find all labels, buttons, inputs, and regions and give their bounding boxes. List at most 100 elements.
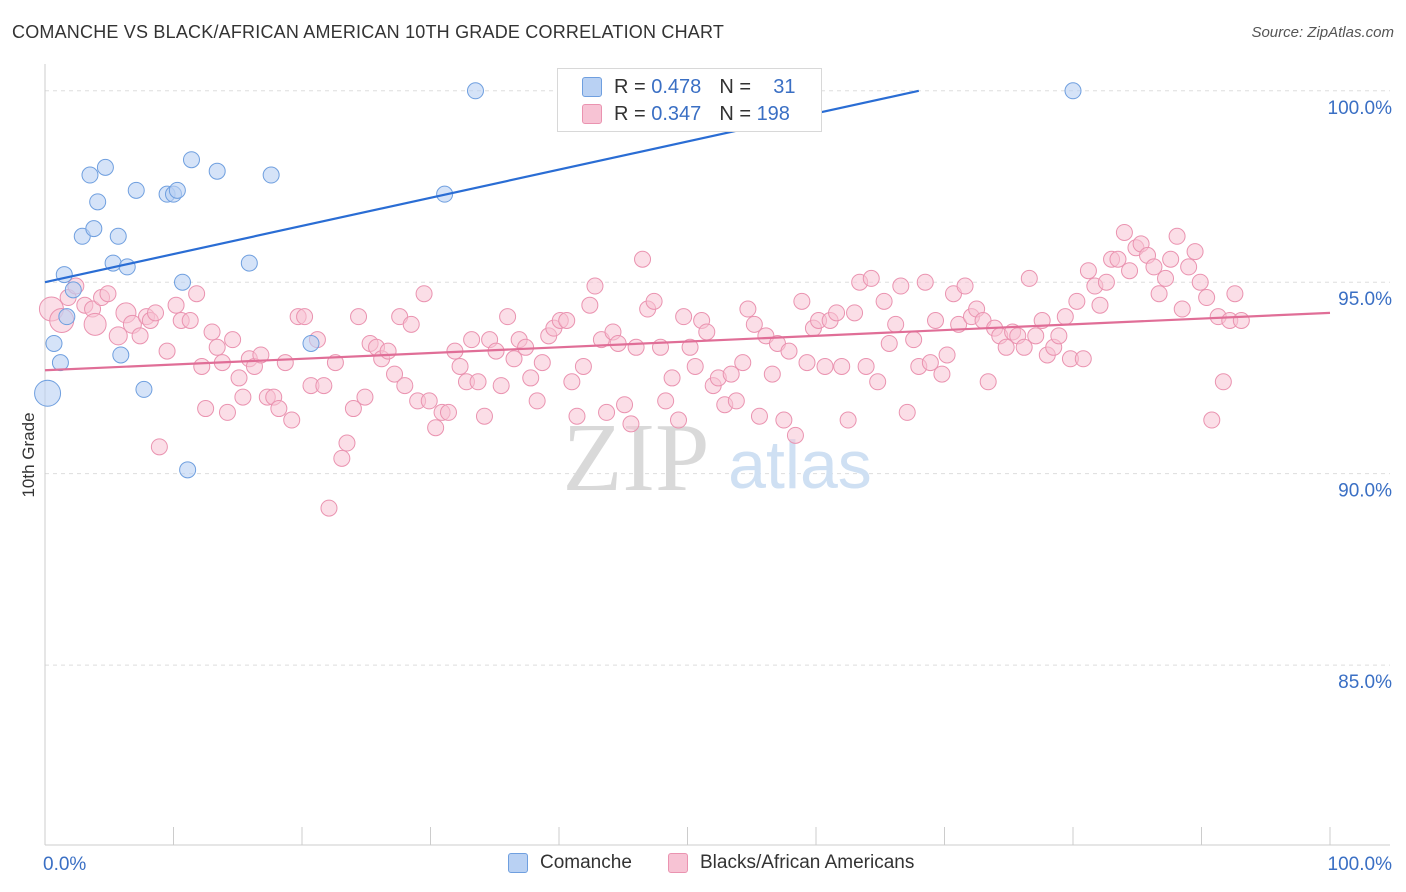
- data-point-black: [224, 331, 242, 349]
- data-point-black: [463, 331, 481, 349]
- data-point-black: [898, 403, 916, 421]
- data-point-black: [997, 338, 1015, 356]
- data-point-black: [686, 357, 704, 375]
- data-point-black: [887, 315, 905, 333]
- data-point-black: [283, 411, 301, 429]
- data-point-black: [208, 338, 226, 356]
- data-point-black: [616, 396, 634, 414]
- data-point-black: [1203, 411, 1221, 429]
- data-point-black: [1050, 327, 1068, 345]
- axes: [44, 64, 1390, 846]
- data-point-black: [1115, 223, 1133, 241]
- data-point-black: [218, 403, 236, 421]
- data-point-black: [315, 377, 333, 395]
- data-point-black: [786, 426, 804, 444]
- data-point-comanche: [173, 273, 191, 291]
- data-point-black: [563, 373, 581, 391]
- y-tick-label: 95.0%: [1338, 289, 1392, 310]
- data-point-black: [727, 392, 745, 410]
- data-point-black: [675, 308, 693, 326]
- data-point-black: [1074, 350, 1092, 368]
- legend-item-comanche: Comanche: [508, 852, 632, 874]
- data-point-comanche: [179, 461, 197, 479]
- data-point-black: [1079, 262, 1097, 280]
- data-point-black: [99, 285, 117, 303]
- data-point-black: [793, 292, 811, 310]
- correlation-legend: R = 0.478 N = 31 R = 0.347 N = 198: [557, 68, 822, 132]
- data-point-black: [427, 419, 445, 437]
- data-point-black: [108, 326, 128, 346]
- data-point-black: [158, 342, 176, 360]
- data-point-black: [131, 327, 149, 345]
- legend-n-label: N =: [719, 102, 751, 125]
- data-point-comanche: [302, 334, 320, 352]
- data-point-comanche: [58, 308, 76, 326]
- data-point-black: [296, 308, 314, 326]
- data-point-black: [1145, 258, 1163, 276]
- data-point-black: [193, 357, 211, 375]
- legend-n-value: 198: [756, 102, 790, 125]
- data-point-black: [645, 292, 663, 310]
- data-point-comanche: [127, 181, 145, 199]
- legend-swatch-black: [582, 104, 602, 124]
- data-point-black: [933, 365, 951, 383]
- data-point-black: [722, 365, 740, 383]
- data-point-comanche: [1064, 82, 1082, 100]
- data-point-black: [1173, 300, 1191, 318]
- data-point-black: [798, 354, 816, 372]
- data-point-black: [938, 346, 956, 364]
- data-point-black: [505, 350, 523, 368]
- y-axis-title: 10th Grade: [19, 412, 38, 497]
- data-point-comanche: [85, 220, 103, 238]
- data-point-comanche: [135, 380, 153, 398]
- data-point-black: [1198, 289, 1216, 307]
- data-point-black: [880, 334, 898, 352]
- legend-item-black: Blacks/African Americans: [668, 852, 914, 874]
- data-point-black: [1109, 250, 1127, 268]
- data-point-comanche: [118, 258, 136, 276]
- data-point-black: [1162, 250, 1180, 268]
- data-point-black: [1214, 373, 1232, 391]
- y-tick-label: 85.0%: [1338, 672, 1392, 693]
- data-point-black: [598, 403, 616, 421]
- data-point-black: [147, 304, 165, 322]
- data-point-comanche: [45, 334, 63, 352]
- data-point-black: [739, 300, 757, 318]
- data-point-black: [839, 411, 857, 429]
- data-point-black: [916, 273, 934, 291]
- data-point-comanche: [208, 162, 226, 180]
- data-point-black: [1027, 327, 1045, 345]
- data-point-black: [857, 357, 875, 375]
- data-point-black: [522, 369, 540, 387]
- legend-r-label: R =: [614, 75, 646, 98]
- data-point-black: [517, 338, 535, 356]
- data-point-black: [197, 400, 215, 418]
- data-point-black: [344, 400, 362, 418]
- data-point-black: [745, 315, 763, 333]
- data-point-black: [750, 407, 768, 425]
- data-point-black: [528, 392, 546, 410]
- data-point-comanche: [109, 227, 127, 245]
- data-point-black: [167, 296, 185, 314]
- data-point-black: [558, 312, 576, 330]
- data-point-black: [270, 400, 288, 418]
- data-point-black: [439, 403, 457, 421]
- data-point-black: [892, 277, 910, 295]
- data-point-black: [681, 338, 699, 356]
- data-point-black: [862, 269, 880, 287]
- data-point-black: [234, 388, 252, 406]
- data-point-black: [1091, 296, 1109, 314]
- trend-lines: [44, 89, 1331, 372]
- data-point-black: [1157, 269, 1175, 287]
- data-point-black: [499, 308, 517, 326]
- data-point-black: [698, 323, 716, 341]
- data-point-black: [420, 392, 438, 410]
- data-point-comanche: [262, 166, 280, 184]
- data-point-black: [203, 323, 221, 341]
- data-point-black: [402, 315, 420, 333]
- data-point-black: [568, 407, 586, 425]
- data-point-black: [1232, 312, 1250, 330]
- data-point-black: [188, 285, 206, 303]
- data-point-black: [1068, 292, 1086, 310]
